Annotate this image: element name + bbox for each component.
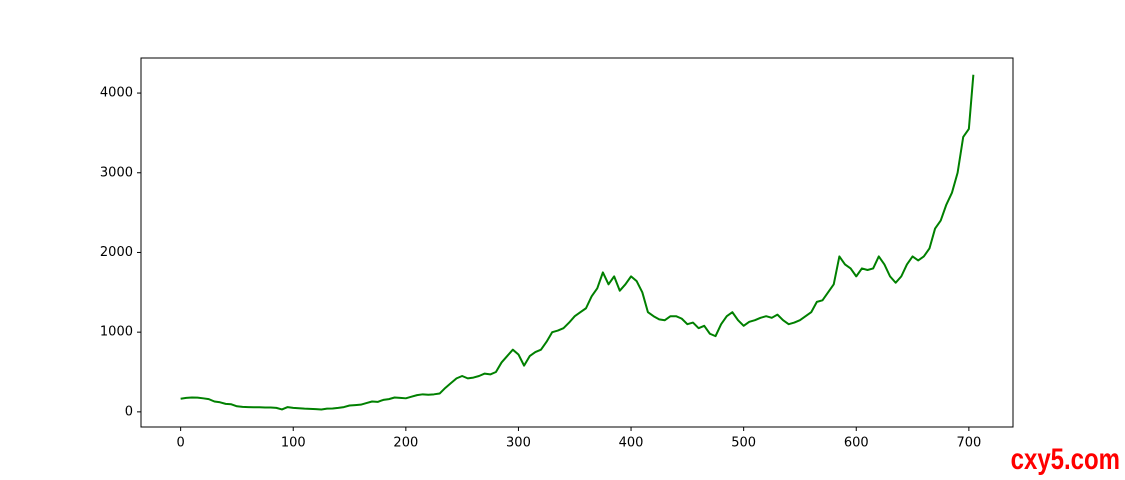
plot-frame [140,57,1014,428]
x-tick-label: 300 [506,436,531,451]
x-tick-label: 100 [281,436,306,451]
y-tick-label: 1000 [100,325,133,340]
watermark: cxy5.com [1011,441,1120,475]
y-tick-label: 4000 [100,86,133,101]
y-tick-label: 0 [125,404,133,419]
x-tick-label: 500 [731,436,756,451]
x-tick-label: 0 [176,436,184,451]
x-tick-label: 200 [393,436,418,451]
x-tick-label: 600 [844,436,869,451]
x-tick-label: 700 [956,436,981,451]
y-tick-label: 2000 [100,245,133,260]
y-tick-label: 3000 [100,165,133,180]
data-line [180,74,975,411]
x-tick-label: 400 [619,436,644,451]
